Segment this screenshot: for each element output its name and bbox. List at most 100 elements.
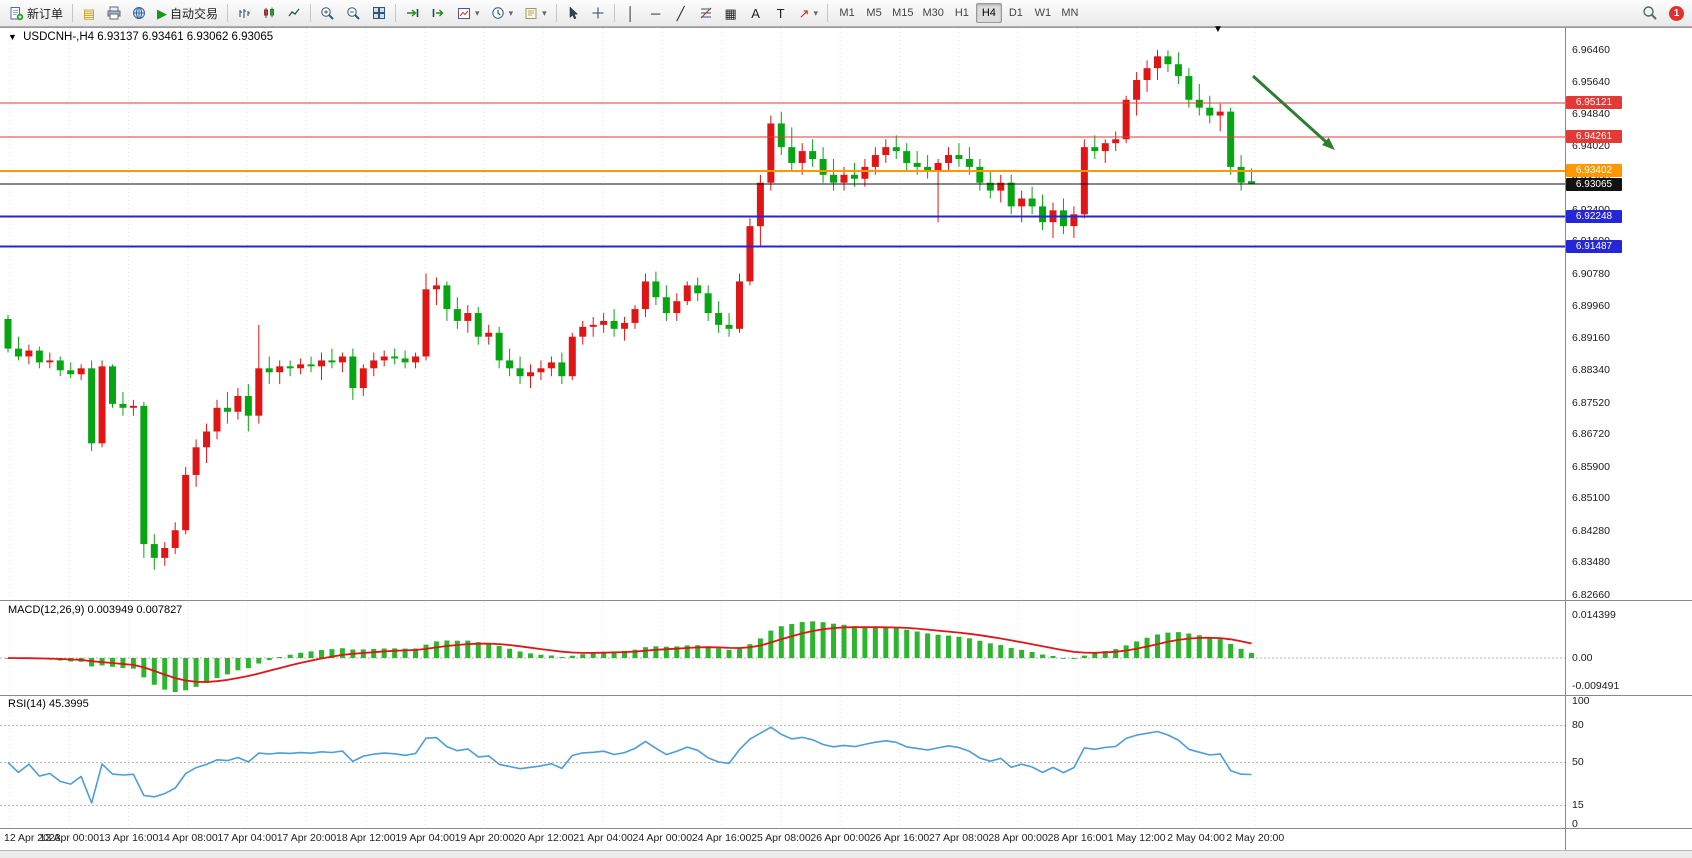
macd-histogram-bar xyxy=(956,636,962,658)
search-button[interactable] xyxy=(1637,2,1663,24)
candle-body xyxy=(1028,198,1036,207)
price-axis-label: 6.90780 xyxy=(1572,267,1610,280)
candle-body xyxy=(1133,80,1141,100)
candle-body xyxy=(495,332,503,361)
candle-body xyxy=(924,166,932,171)
candlestick-chart-button[interactable] xyxy=(257,2,281,24)
candle-body xyxy=(547,362,555,369)
trendline-button[interactable]: ╱ xyxy=(669,2,693,24)
candle-body xyxy=(830,174,838,183)
candle-body xyxy=(276,366,284,373)
candle-body xyxy=(589,324,597,327)
macd-histogram-bar xyxy=(1029,651,1035,658)
timeframe-m5-button[interactable]: M5 xyxy=(861,3,887,23)
auto-trading-button[interactable]: ▶ 自动交易 xyxy=(152,2,223,24)
channel-button[interactable]: ▦ xyxy=(719,2,743,24)
time-axis-label: 19 Apr 20:00 xyxy=(454,832,515,844)
candle-body xyxy=(903,151,911,163)
tile-windows-button[interactable] xyxy=(367,2,391,24)
new-chart-button[interactable]: ▾ xyxy=(452,2,485,24)
bar-chart-icon xyxy=(239,9,251,18)
chart-window[interactable] xyxy=(0,27,1692,851)
macd-histogram-bar xyxy=(768,630,774,658)
candle-body xyxy=(4,318,12,349)
zoom-in-button[interactable] xyxy=(315,2,340,24)
timeframe-m30-button[interactable]: M30 xyxy=(918,3,947,23)
candle-body xyxy=(359,368,367,389)
price-axis-label: 6.83480 xyxy=(1572,556,1610,569)
candle-body xyxy=(25,350,33,357)
templates-icon xyxy=(525,7,537,19)
arrows-button[interactable]: ↗ ▾ xyxy=(794,2,823,24)
timeframe-h1-button[interactable]: H1 xyxy=(949,3,975,23)
profiles-button[interactable]: ▤ xyxy=(77,2,101,24)
timeframe-m1-button[interactable]: M1 xyxy=(834,3,860,23)
web-button[interactable] xyxy=(127,2,151,24)
candle-body xyxy=(746,226,754,282)
toolbar-separator xyxy=(310,4,312,22)
rsi-axis-label: 50 xyxy=(1572,756,1584,768)
timeframe-h4-button[interactable]: H4 xyxy=(975,3,1002,23)
clock-icon xyxy=(491,7,504,19)
timeframe-m15-button[interactable]: M15 xyxy=(888,3,917,23)
chart-menu-icon[interactable]: ▼ xyxy=(8,32,17,42)
templates-button[interactable]: ▾ xyxy=(519,2,552,24)
macd-histogram-bar xyxy=(413,648,419,658)
macd-histogram-bar xyxy=(695,645,701,658)
candle-body xyxy=(1154,56,1161,69)
candle-body xyxy=(840,174,848,183)
candle-body xyxy=(892,147,900,152)
auto-scroll-button[interactable] xyxy=(400,2,425,24)
chart-shift-icon xyxy=(432,9,444,17)
bar-chart-button[interactable] xyxy=(232,2,256,24)
crosshair-button[interactable] xyxy=(586,2,610,24)
candle-body xyxy=(77,368,85,375)
periods-button[interactable]: ▾ xyxy=(486,2,519,24)
timeframe-w1-button[interactable]: W1 xyxy=(1030,3,1056,23)
candle-body xyxy=(788,147,796,163)
candle-body xyxy=(694,285,702,294)
label-button[interactable]: T xyxy=(769,2,793,24)
tile-windows-icon xyxy=(373,7,386,19)
candle-body xyxy=(652,281,660,298)
candle-body xyxy=(380,356,388,361)
candle-body xyxy=(819,159,827,175)
line-chart-button[interactable] xyxy=(282,2,306,24)
macd-histogram-bar xyxy=(737,648,742,658)
vertical-line-button[interactable]: │ xyxy=(619,2,643,24)
candle-body xyxy=(850,174,858,179)
sell-marker-icon[interactable]: ▼ xyxy=(1213,24,1223,35)
horizontal-line-button[interactable]: ─ xyxy=(644,2,668,24)
macd-histogram-bar xyxy=(810,621,816,658)
trend-arrow-head[interactable] xyxy=(1321,137,1335,150)
candle-body xyxy=(297,364,305,369)
candle-body xyxy=(171,530,179,549)
macd-histogram-bar xyxy=(632,649,638,658)
chart-shift-button[interactable] xyxy=(426,2,451,24)
text-icon: A xyxy=(751,5,760,21)
macd-histogram-bar xyxy=(663,646,669,658)
time-axis-label: 24 Apr 16:00 xyxy=(691,832,752,844)
cursor-button[interactable] xyxy=(561,2,585,24)
macd-histogram-bar xyxy=(1165,632,1171,658)
price-axis-label: 6.87520 xyxy=(1572,396,1610,409)
new-order-button[interactable]: 新订单 xyxy=(4,2,68,24)
candle-body xyxy=(913,162,921,167)
trend-arrow-shaft[interactable] xyxy=(1251,74,1331,146)
candle-body xyxy=(506,360,514,369)
timeframe-d1-button[interactable]: D1 xyxy=(1003,3,1029,23)
macd-histogram-bar xyxy=(601,651,607,658)
notification-badge[interactable]: 1 xyxy=(1669,5,1684,21)
zoom-out-button[interactable] xyxy=(341,2,366,24)
text-button[interactable]: A xyxy=(744,2,768,24)
print-button[interactable] xyxy=(102,2,126,24)
fibonacci-button[interactable] xyxy=(694,2,718,24)
macd-histogram-bar xyxy=(538,654,544,658)
timeframe-mn-button[interactable]: MN xyxy=(1057,3,1083,23)
macd-histogram-bar xyxy=(1008,647,1014,658)
macd-histogram-bar xyxy=(914,631,920,658)
candle-body xyxy=(464,313,472,321)
macd-histogram-bar xyxy=(747,644,753,658)
